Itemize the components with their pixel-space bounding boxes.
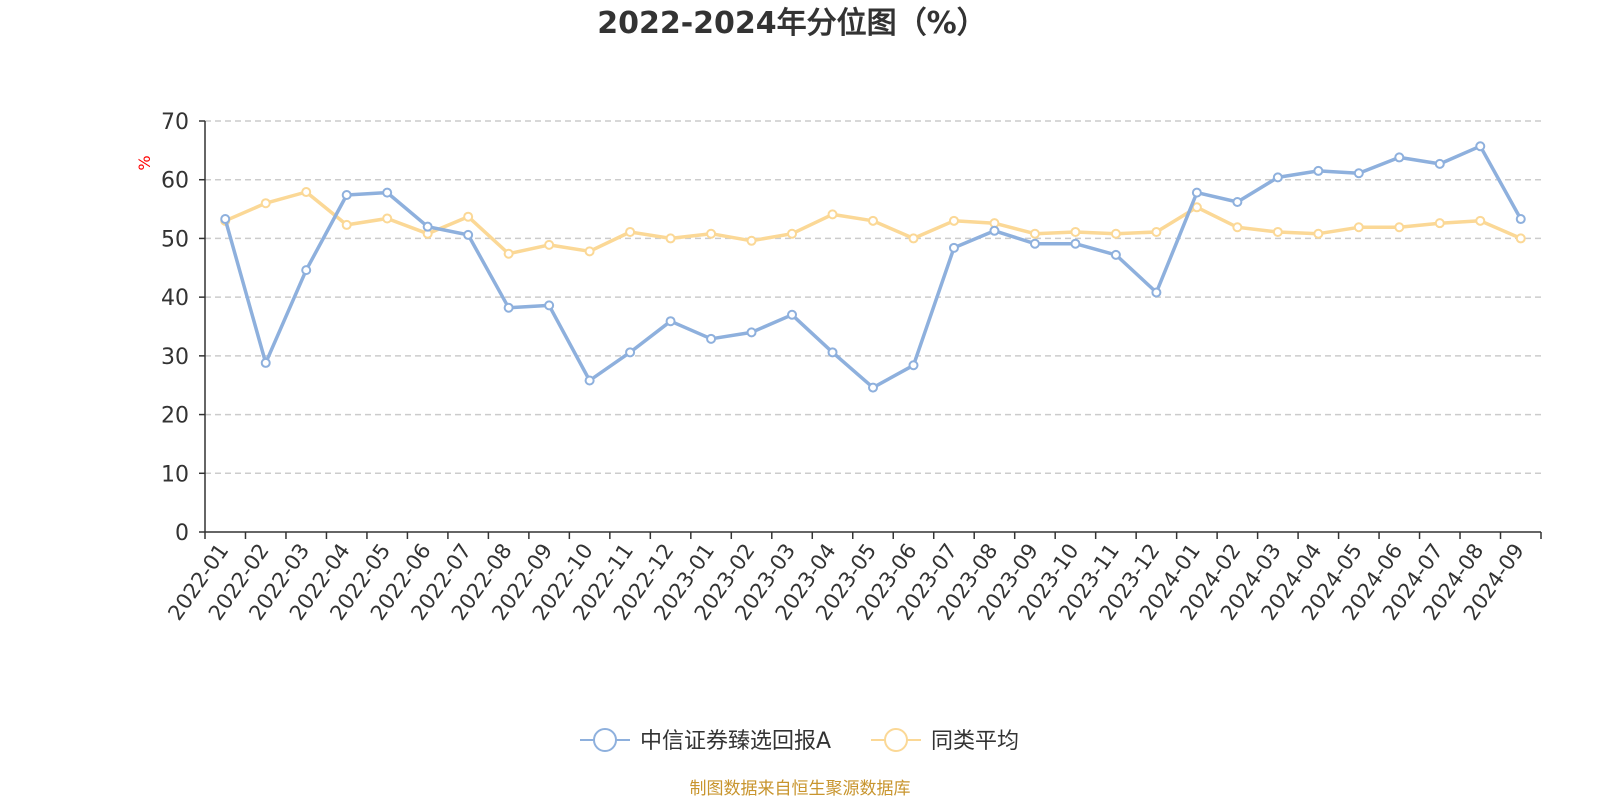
data-point[interactable] — [948, 242, 959, 253]
data-point[interactable] — [665, 233, 676, 244]
data-point[interactable] — [341, 219, 352, 230]
data-point[interactable] — [1434, 158, 1445, 169]
data-point[interactable] — [544, 300, 555, 311]
data-point[interactable] — [503, 302, 514, 313]
data-point[interactable] — [1070, 238, 1081, 249]
data-point[interactable] — [503, 248, 514, 259]
legend-item[interactable]: 中信证券臻选回报A — [580, 728, 831, 754]
data-point[interactable] — [260, 198, 271, 209]
y-tick-label: 70 — [161, 110, 189, 135]
data-point[interactable] — [463, 211, 474, 222]
data-point[interactable] — [1313, 165, 1324, 176]
data-point[interactable] — [948, 215, 959, 226]
data-point[interactable] — [1029, 228, 1040, 239]
data-point[interactable] — [989, 225, 1000, 236]
data-point[interactable] — [827, 209, 838, 220]
data-point[interactable] — [1232, 222, 1243, 233]
data-point[interactable] — [544, 239, 555, 250]
data-point[interactable] — [787, 309, 798, 320]
data-point[interactable] — [1272, 172, 1283, 183]
y-tick-label: 60 — [161, 169, 189, 194]
axes — [199, 120, 1542, 539]
data-point[interactable] — [1191, 202, 1202, 213]
data-point[interactable] — [422, 221, 433, 232]
data-point[interactable] — [1110, 249, 1121, 260]
data-point[interactable] — [908, 233, 919, 244]
data-point[interactable] — [301, 187, 312, 198]
data-point[interactable] — [868, 382, 878, 393]
y-tick-label: 40 — [161, 286, 189, 311]
data-point[interactable] — [1232, 197, 1243, 208]
data-point[interactable] — [625, 347, 636, 358]
series-group — [220, 141, 1526, 393]
chart-title: 2022-2024年分位图（%） — [597, 6, 987, 41]
y-tick-label: 30 — [161, 345, 189, 370]
data-point[interactable] — [584, 375, 595, 386]
legend-item[interactable]: 同类平均 — [871, 728, 1019, 754]
data-point[interactable] — [1191, 187, 1202, 198]
data-point[interactable] — [1434, 218, 1445, 229]
series-lines — [220, 141, 1526, 393]
data-point[interactable] — [382, 187, 393, 198]
data-point[interactable] — [1151, 226, 1162, 237]
y-tick-label: 0 — [175, 521, 189, 546]
data-point[interactable] — [665, 316, 676, 327]
data-point[interactable] — [827, 347, 838, 358]
data-point[interactable] — [1151, 287, 1162, 298]
data-point[interactable] — [463, 229, 474, 240]
data-point[interactable] — [1394, 152, 1405, 163]
data-point[interactable] — [1272, 226, 1283, 237]
data-point[interactable] — [746, 235, 757, 246]
data-point[interactable] — [1515, 214, 1526, 225]
data-point[interactable] — [1110, 228, 1121, 239]
series-group — [220, 187, 1526, 259]
series-line — [223, 144, 1523, 390]
data-point[interactable] — [260, 357, 271, 368]
data-point[interactable] — [1313, 228, 1324, 239]
data-point[interactable] — [625, 226, 636, 237]
data-point[interactable] — [1515, 233, 1526, 244]
data-point[interactable] — [1394, 222, 1405, 233]
legend[interactable]: 中信证券臻选回报A 同类平均 — [580, 728, 1019, 754]
data-point[interactable] — [706, 333, 717, 344]
data-point[interactable] — [1475, 141, 1486, 152]
y-tick-labels: 0 10 20 30 40 50 60 70 — [161, 110, 189, 546]
y-tick-label: 10 — [161, 462, 189, 487]
data-point[interactable] — [1475, 215, 1486, 226]
data-point[interactable] — [584, 246, 595, 257]
data-point[interactable] — [868, 215, 878, 226]
data-point[interactable] — [301, 265, 312, 276]
data-point[interactable] — [1070, 226, 1081, 237]
data-point[interactable] — [341, 189, 352, 200]
data-point[interactable] — [382, 213, 393, 224]
x-tick-labels: 2022-012022-022022-032022-042022-052022-… — [163, 539, 1529, 625]
data-point[interactable] — [1353, 168, 1364, 179]
y-tick-label: 50 — [161, 227, 189, 252]
data-point[interactable] — [220, 214, 231, 225]
legend-label: 同类平均 — [931, 729, 1019, 754]
data-point[interactable] — [787, 228, 798, 239]
y-tick-label: 20 — [161, 404, 189, 429]
data-point[interactable] — [706, 228, 717, 239]
data-point[interactable] — [746, 327, 757, 338]
data-point[interactable] — [908, 360, 919, 371]
legend-marker — [593, 728, 617, 752]
data-point[interactable] — [1029, 238, 1040, 249]
data-point[interactable] — [1353, 222, 1364, 233]
legend-label: 中信证券臻选回报A — [640, 729, 831, 754]
y-axis-label: % — [135, 155, 154, 170]
data-source-note: 制图数据来自恒生聚源数据库 — [690, 779, 911, 799]
legend-marker — [884, 728, 908, 752]
